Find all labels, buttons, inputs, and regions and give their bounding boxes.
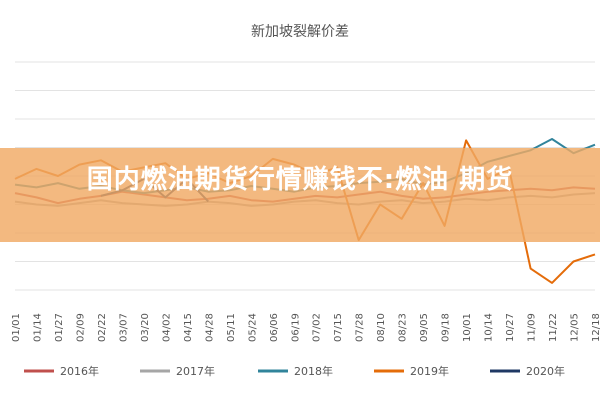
chart-title: 新加坡裂解价差 — [251, 24, 349, 40]
x-tick-label: 10/14 — [484, 313, 495, 342]
legend-label-1: 2016年 — [60, 364, 99, 378]
x-tick-label: 01/01 — [11, 313, 22, 342]
x-tick-label: 04/02 — [161, 313, 172, 342]
x-tick-label: 09/18 — [441, 313, 452, 342]
x-tick-label: 01/27 — [54, 313, 65, 342]
headline-text: 国内燃油期货行情赚钱不:燃油 期货 — [86, 165, 514, 195]
x-tick-label: 10/01 — [462, 313, 473, 342]
legend-label-5: 2020年 — [526, 364, 565, 378]
x-tick-label: 02/09 — [75, 313, 86, 342]
legend-label-2: 2017年 — [176, 364, 215, 378]
x-tick-label: 07/28 — [355, 313, 366, 342]
x-tick-label: 12/05 — [570, 313, 581, 342]
x-tick-label: 11/09 — [527, 313, 538, 342]
x-tick-label: 05/11 — [226, 313, 237, 342]
x-tick-label: 10/27 — [505, 313, 516, 342]
x-tick-label: 05/24 — [247, 313, 258, 342]
x-tick-label: 09/05 — [419, 313, 430, 342]
x-tick-label: 08/23 — [398, 313, 409, 342]
legend-label-4: 2019年 — [410, 364, 449, 378]
x-tick-label: 04/15 — [183, 313, 194, 342]
x-tick-label: 03/20 — [140, 313, 151, 342]
x-tick-label: 06/06 — [269, 313, 280, 342]
legend-label-3: 2018年 — [294, 364, 333, 378]
x-tick-label: 07/02 — [312, 313, 323, 342]
x-tick-label: 04/28 — [204, 313, 215, 342]
x-tick-label: 02/22 — [97, 313, 108, 342]
headline-banner: 国内燃油期货行情赚钱不:燃油 期货 — [0, 148, 600, 242]
x-tick-label: 03/07 — [118, 313, 129, 342]
x-tick-label: 01/14 — [32, 313, 43, 342]
x-tick-label: 06/19 — [290, 313, 301, 342]
x-tick-label: 08/10 — [376, 313, 387, 342]
x-axis-tick-labels: 01/01 01/14 01/27 02/09 02/22 03/07 03/20 04/02… — [11, 313, 600, 342]
x-tick-label: 12/18 — [591, 313, 600, 342]
legend: 2016年 2017年 2018年 2019年 2020年 — [24, 364, 565, 378]
x-tick-label: 11/22 — [548, 313, 559, 342]
x-tick-label: 07/15 — [333, 313, 344, 342]
